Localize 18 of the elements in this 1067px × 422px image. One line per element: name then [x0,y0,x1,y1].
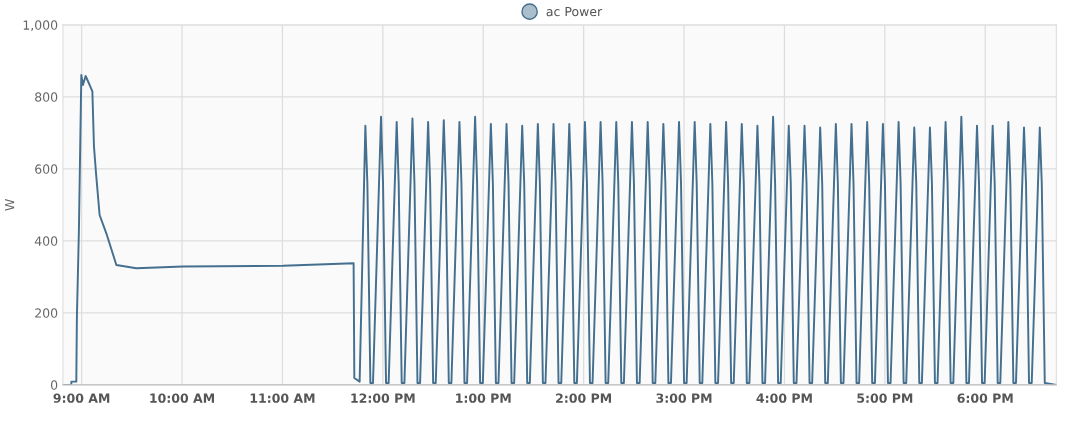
x-tick-label: 5:00 PM [857,393,913,403]
x-tick-label: 2:00 PM [556,393,612,403]
y-tick-label: 800 [35,92,58,102]
x-tick-label: 10:00 AM [150,393,214,403]
x-tick-label: 4:00 PM [756,393,812,403]
x-tick-label: 6:00 PM [957,393,1013,403]
y-tick-label: 1,000 [23,20,58,32]
x-tick-label: 1:00 PM [456,393,511,403]
y-tick-label: 400 [34,236,58,246]
x-tick-label: 3:00 PM [656,393,712,403]
x-tick-label: 9:00 AM [53,393,110,403]
y-tick-label: 200 [35,308,58,318]
y-axis-title: W [5,199,15,211]
y-tick-label: 0 [50,380,58,390]
y-tick-label: 600 [35,164,58,174]
x-tick-label: 12:00 PM [351,393,415,403]
legend-label: ac Power [546,6,603,17]
x-tick-label: 11:00 AM [250,393,315,403]
